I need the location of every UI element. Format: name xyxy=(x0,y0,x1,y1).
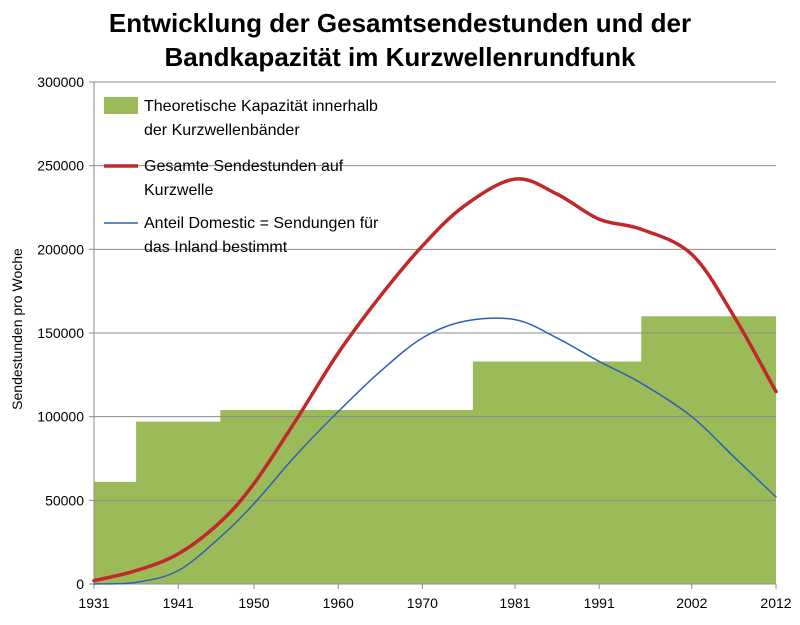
chart-title-line-2: Bandkapazität im Kurzwellenrundfunk xyxy=(164,42,636,72)
x-tick-label: 2012 xyxy=(760,595,791,611)
legend-label: das Inland bestimmt xyxy=(144,239,288,256)
x-tick-label: 1960 xyxy=(323,595,354,611)
legend-swatch-capacity xyxy=(104,97,138,114)
chart-title: Entwicklung der Gesamtsendestunden und d… xyxy=(0,6,800,74)
x-tick-label: 1981 xyxy=(499,595,530,611)
x-tick-label: 1931 xyxy=(78,595,109,611)
legend: Theoretische Kapazität innerhalb der Kurz… xyxy=(104,97,379,256)
y-tick-label: 300000 xyxy=(37,74,84,90)
legend-label: Theoretische Kapazität innerhalb xyxy=(144,98,378,115)
legend-label: Anteil Domestic = Sendungen für xyxy=(144,215,379,232)
x-tick-label: 1941 xyxy=(163,595,194,611)
x-tick-label: 1970 xyxy=(407,595,438,611)
capacity-step-area xyxy=(94,316,776,584)
y-tick-label: 250000 xyxy=(37,158,84,174)
y-tick-label: 200000 xyxy=(37,241,84,257)
y-tick-label: 0 xyxy=(76,576,84,592)
y-tick-label: 100000 xyxy=(37,409,84,425)
series-line-total-hours xyxy=(92,177,778,583)
x-tick-label: 1991 xyxy=(584,595,615,611)
y-tick-label: 150000 xyxy=(37,325,84,341)
series-line-domestic xyxy=(93,317,777,585)
legend-label: der Kurzwellenbänder xyxy=(144,122,300,139)
chart-title-line-1: Entwicklung der Gesamtsendestunden und d… xyxy=(108,8,692,38)
x-tick-label: 2002 xyxy=(676,595,707,611)
y-tick-label: 50000 xyxy=(45,492,84,508)
legend-label: Gesamte Sendestunden auf xyxy=(144,158,344,175)
x-tick-label: 1950 xyxy=(238,595,269,611)
legend-label: Kurzwelle xyxy=(144,182,213,199)
